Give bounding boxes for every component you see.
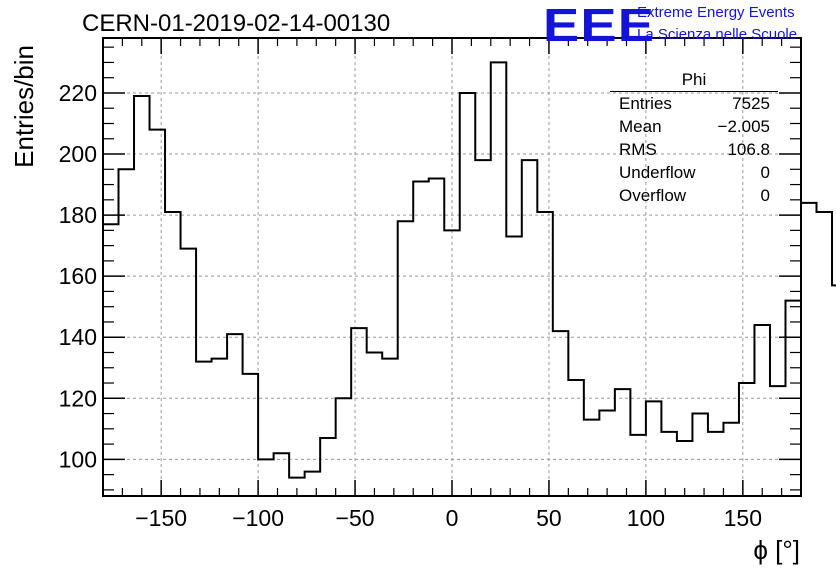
stats-row-overflow: Overflow 0 bbox=[610, 184, 778, 207]
stats-value: 7525 bbox=[732, 94, 770, 113]
grid-lines bbox=[103, 38, 801, 496]
stats-box: Phi Entries 7525 Mean −2.005 RMS 106.8 U… bbox=[610, 70, 778, 207]
stats-label: Entries bbox=[619, 94, 672, 113]
x-tick-label: −150 bbox=[135, 505, 187, 531]
x-tick-label: 150 bbox=[724, 505, 762, 531]
stats-value: 0 bbox=[760, 186, 770, 205]
x-tick-label: 50 bbox=[536, 505, 562, 531]
y-tick-labels: 100 120 140 160 180 200 220 bbox=[59, 80, 97, 472]
y-axis-title: Entries/bin bbox=[9, 45, 39, 168]
stats-label: Overflow bbox=[619, 186, 687, 205]
stats-row-mean: Mean −2.005 bbox=[610, 115, 778, 138]
x-tick-labels: −150 −100 −50 0 50 100 150 bbox=[135, 505, 762, 531]
y-tick-label: 120 bbox=[59, 385, 97, 411]
y-tick-label: 140 bbox=[59, 324, 97, 350]
stats-label: RMS bbox=[619, 140, 657, 159]
x-tick-label: 0 bbox=[446, 505, 459, 531]
x-axis-title: ϕ [°] bbox=[753, 535, 800, 565]
stats-value: 0 bbox=[760, 163, 770, 182]
histogram-series-phi bbox=[103, 61, 836, 479]
stats-box-title: Phi bbox=[610, 70, 778, 92]
y-tick-label: 160 bbox=[59, 263, 97, 289]
axis-ticks bbox=[102, 38, 802, 496]
y-tick-label: 100 bbox=[59, 446, 97, 472]
eee-logo: EEE bbox=[543, 0, 656, 51]
x-tick-label: −50 bbox=[336, 505, 375, 531]
stats-row-underflow: Underflow 0 bbox=[610, 161, 778, 184]
stats-value: 106.8 bbox=[727, 140, 770, 159]
stats-label: Mean bbox=[619, 117, 662, 136]
logo-line-2: La Scienza nelle Scuole bbox=[637, 26, 798, 43]
chart-title: CERN-01-2019-02-14-00130 bbox=[82, 10, 391, 37]
y-tick-label: 220 bbox=[59, 80, 97, 106]
y-tick-label: 200 bbox=[59, 141, 97, 167]
stats-label: Underflow bbox=[619, 163, 696, 182]
stats-row-rms: RMS 106.8 bbox=[610, 138, 778, 161]
x-tick-label: 100 bbox=[627, 505, 665, 531]
y-tick-label: 180 bbox=[59, 202, 97, 228]
stats-row-entries: Entries 7525 bbox=[610, 92, 778, 115]
stats-value: −2.005 bbox=[717, 117, 770, 136]
x-tick-label: −100 bbox=[232, 505, 284, 531]
logo-line-1: Extreme Energy Events bbox=[637, 4, 795, 21]
